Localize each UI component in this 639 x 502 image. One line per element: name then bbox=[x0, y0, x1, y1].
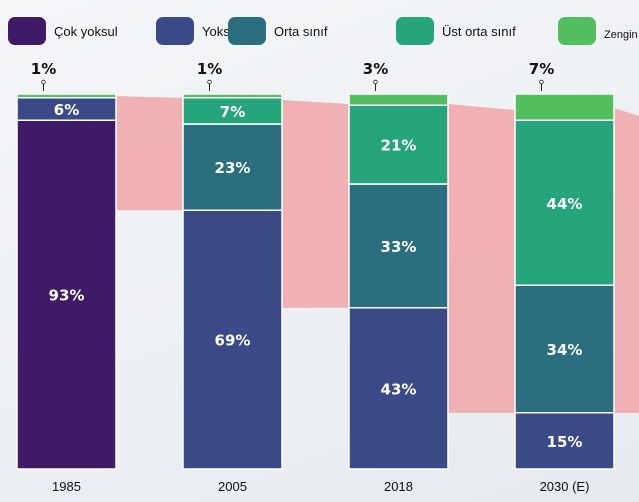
data-label: 23% bbox=[215, 159, 251, 177]
legend-item: Zengin bbox=[558, 17, 638, 45]
data-label: 93% bbox=[49, 287, 85, 305]
data-label: 34% bbox=[547, 341, 583, 359]
pointer-dot bbox=[41, 79, 46, 85]
data-label: 43% bbox=[381, 380, 417, 398]
bar-segment bbox=[182, 97, 283, 125]
bar-segment bbox=[514, 93, 615, 121]
funnel-band bbox=[282, 100, 349, 308]
pointer-dot bbox=[207, 79, 212, 85]
funnel-band bbox=[614, 108, 639, 413]
pointer-dot bbox=[539, 79, 544, 85]
legend-swatch bbox=[558, 17, 596, 45]
data-label-top: 3% bbox=[363, 60, 388, 78]
legend-swatch bbox=[8, 17, 46, 45]
bar-segment bbox=[182, 93, 283, 99]
bar-segment bbox=[182, 209, 283, 470]
bar-segment bbox=[514, 412, 615, 470]
legend-swatch bbox=[156, 17, 194, 45]
legend-label: Çok yoksul bbox=[54, 23, 118, 39]
data-label-top: 7% bbox=[529, 60, 554, 78]
data-label: 7% bbox=[220, 103, 245, 121]
data-label: 69% bbox=[215, 332, 251, 350]
legend-swatch bbox=[396, 17, 434, 45]
legend-item: Çok yoksul bbox=[8, 17, 118, 45]
legend-label: Üst orta sınıf bbox=[442, 23, 516, 39]
x-tick-label: 2018 bbox=[384, 479, 413, 494]
funnel-band bbox=[448, 104, 515, 413]
data-label-top: 1% bbox=[197, 60, 222, 78]
funnel-band bbox=[116, 96, 183, 211]
bar-segment bbox=[514, 284, 615, 414]
legend-item: Orta sınıf bbox=[228, 17, 327, 45]
bar-segment bbox=[16, 93, 117, 99]
bar-segment bbox=[16, 119, 117, 470]
bar-segment bbox=[514, 119, 615, 286]
legend-swatch bbox=[228, 17, 266, 45]
data-label-top: 1% bbox=[31, 60, 56, 78]
data-label: 33% bbox=[381, 238, 417, 256]
data-label: 21% bbox=[381, 137, 417, 155]
legend-label: Zengin bbox=[604, 29, 638, 41]
pointer-dot bbox=[373, 79, 378, 85]
legend-item: Üst orta sınıf bbox=[396, 17, 516, 45]
bar-segment bbox=[348, 104, 449, 185]
x-tick-label: 2005 bbox=[218, 479, 247, 494]
data-label: 44% bbox=[547, 195, 583, 213]
x-tick-label: 2030 (E) bbox=[540, 479, 590, 494]
bar-segment bbox=[348, 93, 449, 106]
legend-label: Orta sınıf bbox=[274, 23, 328, 39]
data-label: 15% bbox=[547, 433, 583, 451]
data-label: 6% bbox=[54, 101, 79, 119]
x-tick-label: 1985 bbox=[52, 479, 81, 494]
